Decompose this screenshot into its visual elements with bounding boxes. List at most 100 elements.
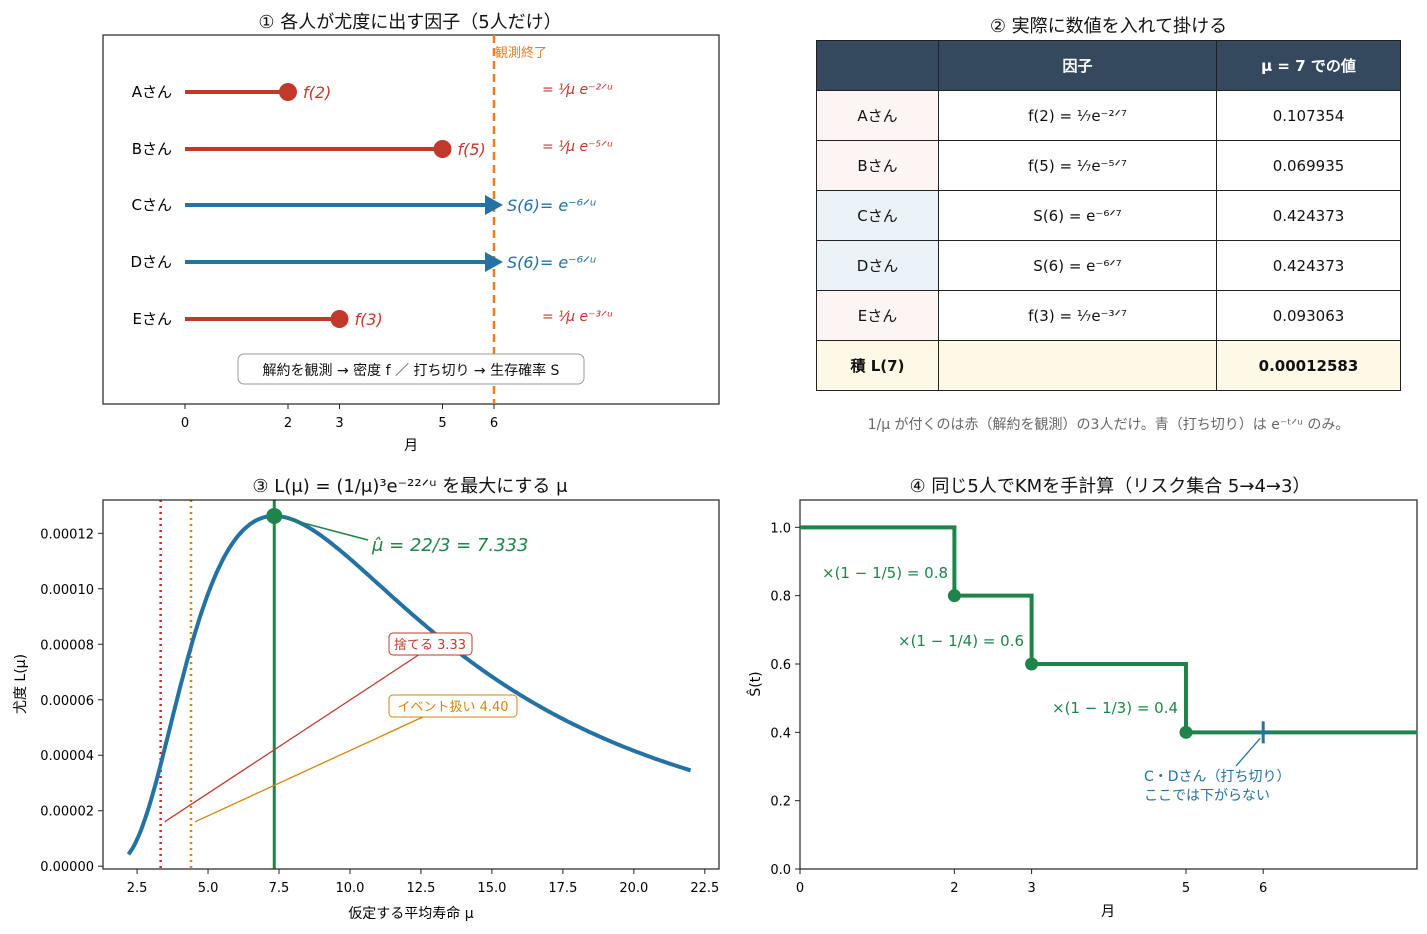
- mle-arrow: [284, 517, 369, 541]
- panel4-title: ④ 同じ5人でKMを手計算（リスク集合 5→4→3）: [909, 476, 1311, 497]
- x-tick-label: 7.5: [269, 881, 290, 896]
- header-value: μ = 7 での値: [1216, 40, 1401, 91]
- y-tick-label: 0.8: [770, 590, 791, 605]
- subject-name: Aさん: [132, 83, 172, 101]
- y-tick-label: 0.00010: [40, 583, 94, 598]
- row-value: 0.424373: [1216, 240, 1401, 291]
- table-row: Dさん S(6) = e⁻⁶ᐟ⁷ 0.424373: [816, 240, 1401, 291]
- formula-label: = ¹⁄μ e⁻⁵ᐟᵘ: [542, 139, 613, 155]
- factor-label: f(3): [355, 310, 383, 329]
- x-tick-label: 6: [1259, 881, 1267, 896]
- panel2-title: ② 実際に数値を入れて掛ける: [989, 16, 1228, 37]
- formula-label: = ¹⁄μ e⁻³ᐟᵘ: [542, 309, 613, 325]
- event-drop-point: [947, 589, 961, 603]
- panel1-title: ① 各人が尤度に出す因子（5人だけ）: [258, 12, 562, 33]
- censor-note-line1: C・Dさん（打ち切り）: [1144, 768, 1291, 785]
- row-name: Dさん: [816, 240, 939, 291]
- event-label: イベント扱い 4.40: [397, 700, 508, 715]
- x-tick-label: 0: [796, 881, 804, 896]
- panel3-title: ③ L(μ) = (1/μ)³e⁻²²ᐟᵘ を最大にする μ: [252, 476, 568, 497]
- row-name: Cさん: [816, 190, 939, 241]
- mle-label: μ̂ = 22/3 = 7.333: [371, 535, 528, 556]
- discard-label-box: [388, 632, 473, 656]
- step-factor-label: ×(1 − 1/4) = 0.6: [898, 632, 1024, 650]
- y-tick-label: 0.00002: [40, 805, 94, 820]
- y-tick-label: 0.00008: [40, 638, 94, 653]
- x-tick-label: 22.5: [690, 881, 719, 896]
- subject-name: Cさん: [132, 196, 172, 214]
- censor-marker: [485, 195, 503, 215]
- x-tick-label: 10.0: [335, 881, 364, 896]
- row-factor: S(6) = e⁻⁶ᐟ⁷: [938, 190, 1217, 241]
- event-drop-point: [1025, 657, 1039, 671]
- x-tick-label: 5: [438, 416, 446, 431]
- x-tick-label: 2: [950, 881, 958, 896]
- x-axis-label: 仮定する平均寿命 μ: [348, 905, 473, 922]
- x-tick-label: 20.0: [619, 881, 648, 896]
- censor-note-arrow: [1235, 737, 1261, 767]
- likelihood-curve: [126, 514, 692, 856]
- x-tick-label: 5.0: [198, 881, 219, 896]
- table-row: Eさん f(3) = ¹⁄₇e⁻³ᐟ⁷ 0.093063: [816, 290, 1401, 341]
- header-factor: 因子: [938, 40, 1217, 91]
- mle-point: [266, 507, 283, 524]
- event-marker: [433, 140, 452, 158]
- x-tick-label: 3: [1027, 881, 1035, 896]
- y-tick-label: 0.00006: [40, 694, 94, 709]
- x-tick-label: 12.5: [406, 881, 435, 896]
- x-axis-label: 月: [404, 438, 418, 454]
- header-blank: [816, 40, 939, 91]
- y-tick-label: 0.00004: [40, 749, 94, 764]
- y-tick-label: 1.0: [770, 521, 791, 536]
- event-arrow: [194, 715, 426, 823]
- table-total-row: 積 L(7) 0.00012583: [816, 340, 1401, 391]
- x-tick-label: 2.5: [127, 881, 148, 896]
- step-factor-label: ×(1 − 1/3) = 0.4: [1052, 699, 1178, 717]
- row-value: 0.424373: [1216, 190, 1401, 241]
- x-tick-label: 15.0: [477, 881, 506, 896]
- event-marker: [330, 310, 349, 328]
- factor-table: 因子 μ = 7 での値 Aさん f(2) = ¹⁄₇e⁻²ᐟ⁷ 0.10735…: [816, 40, 1401, 391]
- y-tick-label: 0.4: [770, 726, 791, 741]
- y-tick-label: 0.00012: [40, 527, 94, 542]
- discard-label: 捨てる 3.33: [394, 637, 466, 653]
- x-tick-label: 2: [284, 416, 292, 431]
- y-tick-label: 0.0: [770, 863, 791, 878]
- timeline-chart: 0 2 3 5 6 Aさん f(2) = ¹⁄μ e⁻²ᐟᵘ Bさん f(5) = ¹⁄μ e⁻⁵ᐟ…: [102, 34, 720, 454]
- y-tick-label: 0.00000: [40, 860, 94, 875]
- x-tick-label: 0: [181, 416, 189, 431]
- table-row: Aさん f(2) = ¹⁄₇e⁻²ᐟ⁷ 0.107354: [816, 90, 1401, 141]
- table-header-row: 因子 μ = 7 での値: [816, 40, 1401, 91]
- x-axis-label: 月: [1101, 904, 1115, 920]
- x-tick-label: 3: [335, 416, 343, 431]
- formula-label: = ¹⁄μ e⁻²ᐟᵘ: [542, 82, 613, 98]
- likelihood-chart: 2.5 5.0 7.5 10.0 12.5 15.0 17.5 20.0 22.5 0.00000…: [13, 499, 720, 922]
- row-value: 0.069935: [1216, 140, 1401, 191]
- subject-name: Bさん: [132, 140, 172, 158]
- total-name: 積 L(7): [816, 340, 939, 391]
- x-tick-label: 6: [490, 416, 498, 431]
- end-of-observation-label: 観測終了: [495, 45, 547, 61]
- censor-note-line2: ここでは下がらない: [1144, 788, 1270, 804]
- censor-marker: [485, 252, 503, 272]
- x-tick-label: 5: [1182, 881, 1190, 896]
- total-value: 0.00012583: [1216, 340, 1401, 391]
- step-factor-label: ×(1 − 1/5) = 0.8: [822, 564, 948, 582]
- row-factor: f(2) = ¹⁄₇e⁻²ᐟ⁷: [938, 90, 1217, 141]
- factor-label: S(6)= e⁻⁶ᐟᵘ: [507, 253, 596, 272]
- x-tick-label: 17.5: [548, 881, 577, 896]
- y-tick-label: 0.6: [770, 658, 791, 673]
- legend-box-text: 解約を観測 → 密度 f ／ 打ち切り → 生存確率 S: [263, 362, 560, 379]
- discard-arrow: [164, 653, 421, 823]
- factor-label: f(2): [303, 83, 331, 102]
- subject-name: Dさん: [130, 253, 172, 271]
- event-marker: [279, 83, 297, 101]
- row-name: Eさん: [816, 290, 939, 341]
- row-factor: f(3) = ¹⁄₇e⁻³ᐟ⁷: [938, 290, 1217, 341]
- y-axis-label: 尤度 L(μ): [13, 654, 29, 714]
- table-row: Bさん f(5) = ¹⁄₇e⁻⁵ᐟ⁷ 0.069935: [816, 140, 1401, 191]
- row-name: Aさん: [816, 90, 939, 141]
- factor-label: f(5): [458, 140, 486, 159]
- y-tick-label: 0.2: [770, 795, 791, 810]
